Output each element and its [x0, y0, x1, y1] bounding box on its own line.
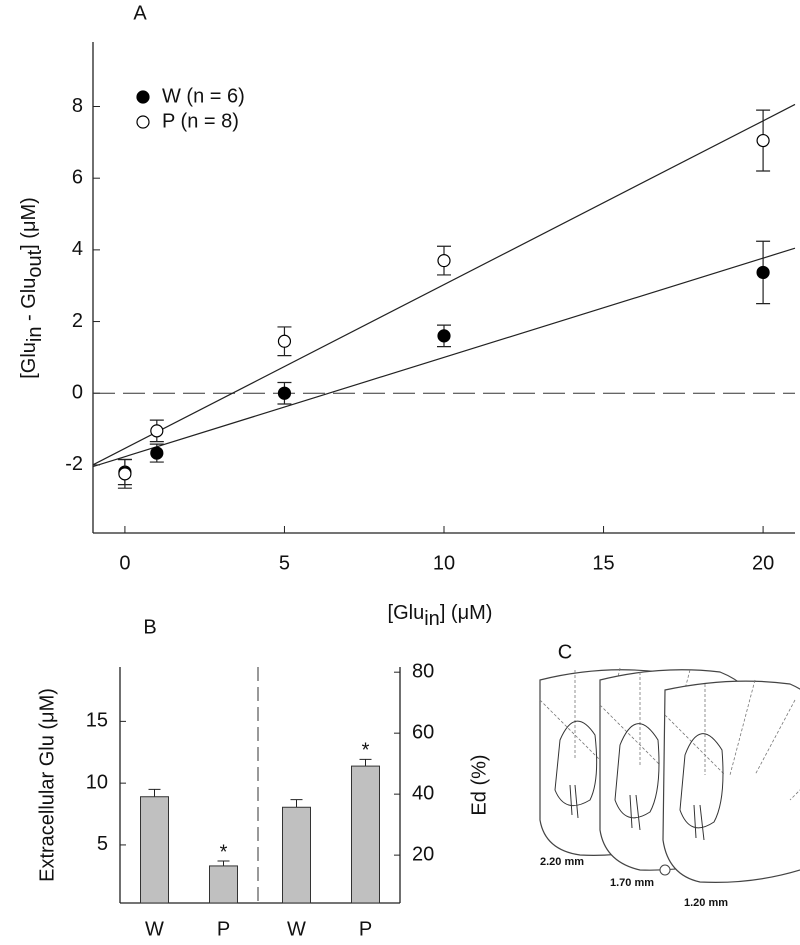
data-point: [118, 467, 132, 481]
x-tick-label: 20: [752, 552, 774, 574]
bar: [351, 765, 380, 904]
data-point: [150, 446, 164, 460]
y2-axis-label: Ed (%): [468, 754, 490, 815]
label-sub: in: [424, 608, 440, 630]
label-sub: out: [24, 249, 46, 277]
data-point: [437, 254, 451, 268]
section-label: 2.20 mm: [540, 856, 584, 868]
y-tick-label: 15: [86, 710, 108, 732]
bar: [209, 865, 238, 904]
y-tick-label: 0: [72, 382, 83, 404]
label-part: [Glu: [388, 602, 425, 624]
y-axis-label: Extracellular Glu (μM): [36, 688, 58, 882]
legend-label: P (n = 8): [162, 110, 239, 132]
label-part: [Glu: [18, 342, 40, 379]
x-tick-label: 15: [592, 552, 614, 574]
data-point: [756, 133, 770, 148]
legend-marker: [136, 115, 150, 129]
x-axis-label: [Gluin] (μM): [388, 602, 493, 630]
bar: [140, 796, 169, 904]
data-point: [437, 329, 451, 343]
data-point: [277, 334, 292, 348]
error-bar: [217, 860, 230, 866]
y-tick-label: 2: [72, 310, 83, 332]
label-part: ] (μM): [440, 602, 493, 624]
fit-line: [92, 247, 796, 468]
y2-tick-label: 40: [412, 782, 434, 804]
x-tick-label: 0: [119, 552, 130, 574]
y-tick-label: 8: [72, 95, 83, 117]
x-tick-label: P: [217, 918, 230, 940]
data-point: [756, 265, 770, 280]
section-marker: [659, 864, 671, 876]
significance-label: *: [362, 740, 370, 762]
section-label: 1.70 mm: [610, 877, 654, 889]
error-bar: [359, 758, 372, 767]
data-point: [277, 386, 292, 400]
label-sub: in: [24, 327, 46, 343]
label-part: - Glu: [18, 278, 40, 327]
y-tick-label: 5: [97, 833, 108, 855]
x-tick-label: W: [287, 918, 306, 940]
fit-line: [92, 103, 796, 466]
section-label: 1.20 mm: [684, 897, 728, 909]
legend-label: W (n = 6): [162, 85, 245, 107]
panel-label: A: [133, 2, 147, 24]
error-bar: [148, 788, 161, 797]
data-point: [150, 424, 164, 438]
panel-label: B: [143, 616, 156, 638]
legend-marker: [136, 90, 150, 104]
x-tick-label: 10: [433, 552, 455, 574]
x-tick-label: W: [145, 918, 164, 940]
y-tick-label: 10: [86, 771, 108, 793]
y-tick-label: 4: [72, 238, 83, 260]
y-tick-label: -2: [65, 453, 83, 475]
significance-label: *: [220, 841, 228, 863]
x-tick-label: 5: [279, 552, 290, 574]
error-bar: [290, 799, 303, 808]
brain-section: [662, 679, 800, 883]
y2-tick-label: 20: [412, 843, 434, 865]
y2-tick-label: 80: [412, 660, 434, 682]
brain-sections: [539, 667, 800, 883]
y2-tick-label: 60: [412, 721, 434, 743]
bar: [282, 806, 311, 904]
label-part: ] (μM): [18, 197, 40, 250]
y-tick-label: 6: [72, 166, 83, 188]
panel-label: C: [558, 641, 572, 663]
y-axis-label: [Gluin - Gluout] (μM): [18, 197, 46, 379]
x-tick-label: P: [359, 918, 372, 940]
